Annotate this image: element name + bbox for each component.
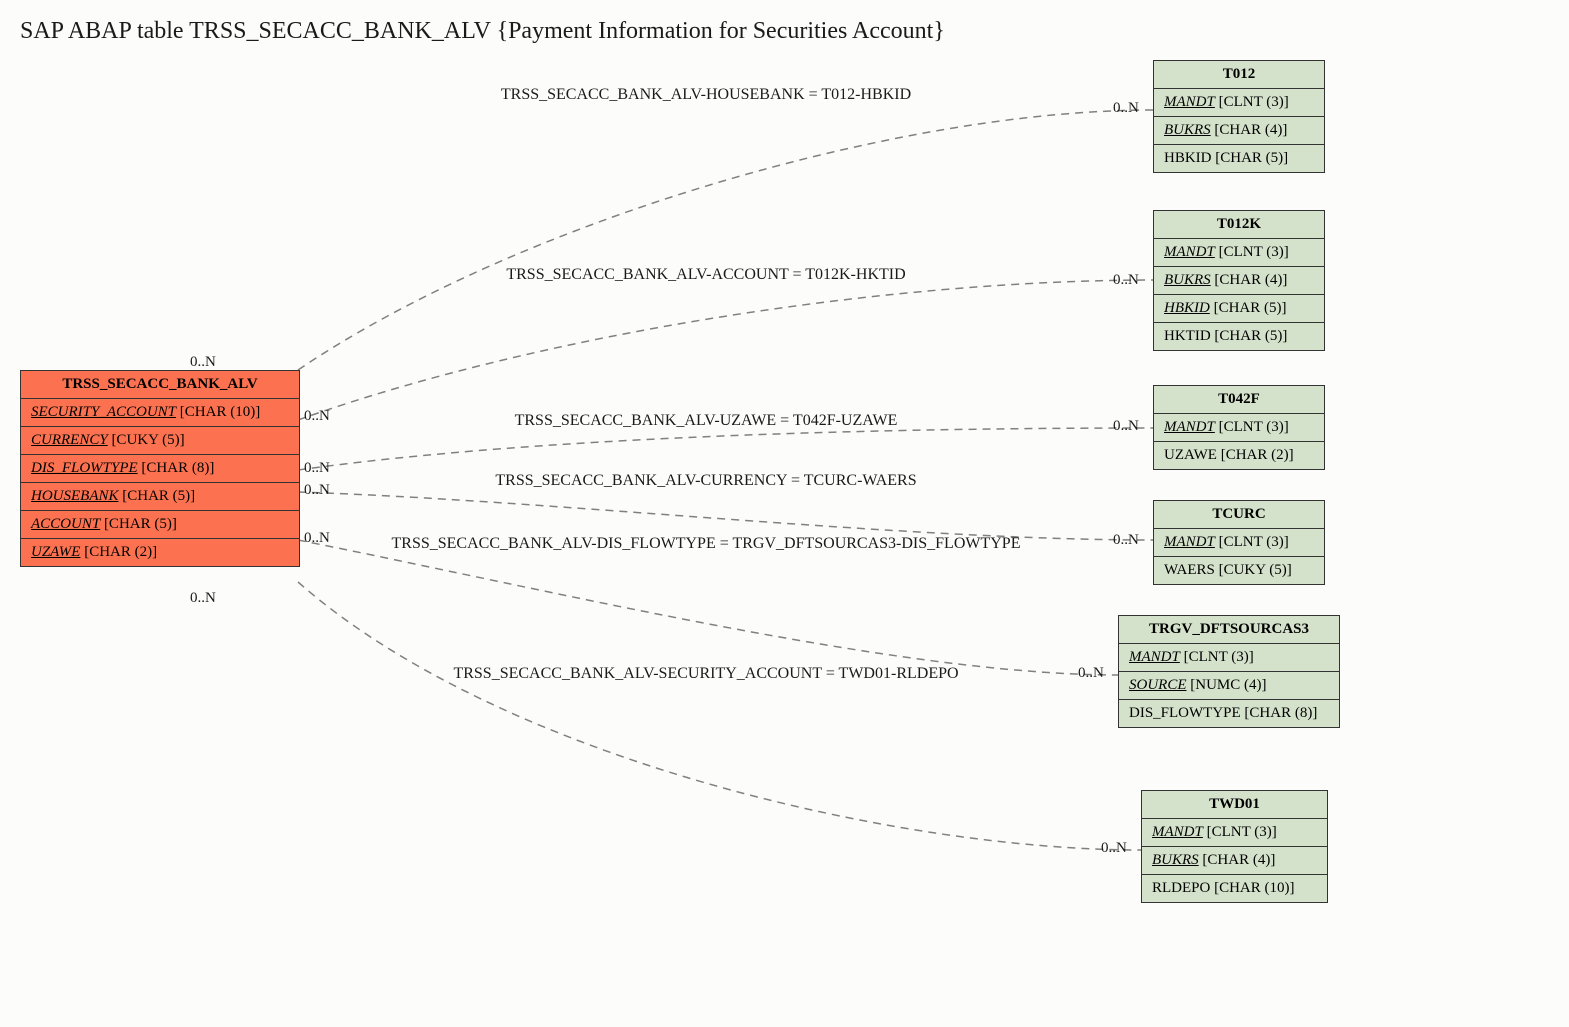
entity-TWD01: TWD01MANDT [CLNT (3)]BUKRS [CHAR (4)]RLD… [1141, 790, 1328, 903]
entity-field: WAERS [CUKY (5)] [1154, 557, 1324, 584]
edge-label: TRSS_SECACC_BANK_ALV-CURRENCY = TCURC-WA… [495, 472, 916, 490]
entity-field: BUKRS [CHAR (4)] [1154, 117, 1324, 145]
cardinality-label: 0..N [1113, 272, 1139, 289]
entity-TCURC: TCURCMANDT [CLNT (3)]WAERS [CUKY (5)] [1153, 500, 1325, 585]
entity-field: MANDT [CLNT (3)] [1154, 529, 1324, 557]
entity-TRGV_DFTSOURCAS3: TRGV_DFTSOURCAS3MANDT [CLNT (3)]SOURCE [… [1118, 615, 1340, 728]
entity-field: HKTID [CHAR (5)] [1154, 323, 1324, 350]
entity-field: MANDT [CLNT (3)] [1154, 89, 1324, 117]
edge-label: TRSS_SECACC_BANK_ALV-SECURITY_ACCOUNT = … [453, 665, 958, 683]
edge-label: TRSS_SECACC_BANK_ALV-HOUSEBANK = T012-HB… [501, 86, 911, 104]
entity-field: CURRENCY [CUKY (5)] [21, 427, 299, 455]
edge-label: TRSS_SECACC_BANK_ALV-DIS_FLOWTYPE = TRGV… [392, 535, 1021, 553]
entity-field: UZAWE [CHAR (2)] [1154, 442, 1324, 469]
entity-field: RLDEPO [CHAR (10)] [1142, 875, 1327, 902]
entity-header: TWD01 [1142, 791, 1327, 819]
entity-field: HOUSEBANK [CHAR (5)] [21, 483, 299, 511]
entity-field: ACCOUNT [CHAR (5)] [21, 511, 299, 539]
entity-TRSS_SECACC_BANK_ALV: TRSS_SECACC_BANK_ALVSECURITY_ACCOUNT [CH… [20, 370, 300, 567]
entity-field: SECURITY_ACCOUNT [CHAR (10)] [21, 399, 299, 427]
edge-label: TRSS_SECACC_BANK_ALV-ACCOUNT = T012K-HKT… [506, 266, 905, 284]
cardinality-label: 0..N [1101, 840, 1127, 857]
entity-T012: T012MANDT [CLNT (3)]BUKRS [CHAR (4)]HBKI… [1153, 60, 1325, 173]
cardinality-label: 0..N [190, 354, 216, 371]
diagram-title: SAP ABAP table TRSS_SECACC_BANK_ALV {Pay… [20, 18, 945, 45]
cardinality-label: 0..N [1113, 418, 1139, 435]
entity-field: BUKRS [CHAR (4)] [1154, 267, 1324, 295]
cardinality-label: 0..N [1113, 532, 1139, 549]
entity-header: T012K [1154, 211, 1324, 239]
cardinality-label: 0..N [1113, 100, 1139, 117]
entity-field: HBKID [CHAR (5)] [1154, 295, 1324, 323]
entity-header: T042F [1154, 386, 1324, 414]
entity-field: BUKRS [CHAR (4)] [1142, 847, 1327, 875]
entity-header: TRSS_SECACC_BANK_ALV [21, 371, 299, 399]
entity-field: MANDT [CLNT (3)] [1154, 239, 1324, 267]
entity-header: T012 [1154, 61, 1324, 89]
cardinality-label: 0..N [304, 408, 330, 425]
entity-field: HBKID [CHAR (5)] [1154, 145, 1324, 172]
entity-field: MANDT [CLNT (3)] [1119, 644, 1339, 672]
entity-header: TRGV_DFTSOURCAS3 [1119, 616, 1339, 644]
entity-field: UZAWE [CHAR (2)] [21, 539, 299, 566]
edge-label: TRSS_SECACC_BANK_ALV-UZAWE = T042F-UZAWE [515, 412, 898, 430]
entity-field: MANDT [CLNT (3)] [1142, 819, 1327, 847]
entity-field: DIS_FLOWTYPE [CHAR (8)] [21, 455, 299, 483]
entity-header: TCURC [1154, 501, 1324, 529]
entity-T012K: T012KMANDT [CLNT (3)]BUKRS [CHAR (4)]HBK… [1153, 210, 1325, 351]
entity-field: SOURCE [NUMC (4)] [1119, 672, 1339, 700]
entity-field: DIS_FLOWTYPE [CHAR (8)] [1119, 700, 1339, 727]
entity-T042F: T042FMANDT [CLNT (3)]UZAWE [CHAR (2)] [1153, 385, 1325, 470]
cardinality-label: 0..N [304, 530, 330, 547]
cardinality-label: 0..N [1078, 665, 1104, 682]
cardinality-label: 0..N [190, 590, 216, 607]
cardinality-label: 0..N [304, 460, 330, 477]
cardinality-label: 0..N [304, 482, 330, 499]
entity-field: MANDT [CLNT (3)] [1154, 414, 1324, 442]
